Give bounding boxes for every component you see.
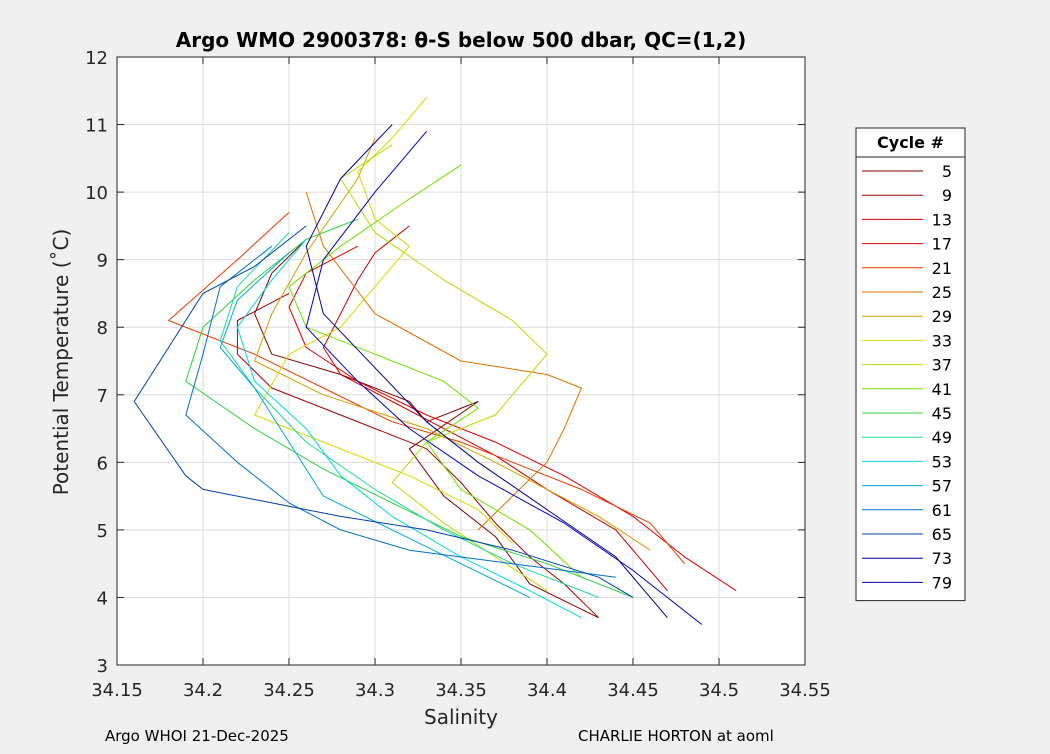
legend-label-cycle-9: 9 bbox=[942, 186, 952, 205]
x-tick-label: 34.35 bbox=[435, 680, 487, 701]
series-line-cycle-53 bbox=[236, 239, 582, 619]
series-line-cycle-29 bbox=[254, 137, 651, 551]
legend-label-cycle-45: 45 bbox=[932, 404, 952, 423]
legend-label-cycle-61: 61 bbox=[932, 501, 952, 520]
y-tick-label: 8 bbox=[97, 318, 108, 339]
series-line-cycle-79 bbox=[305, 130, 703, 625]
x-tick-label: 34.2 bbox=[183, 680, 223, 701]
series-line-cycle-73 bbox=[305, 124, 668, 619]
legend-label-cycle-13: 13 bbox=[932, 210, 952, 229]
x-axis-label: Salinity bbox=[424, 705, 498, 729]
legend-label-cycle-65: 65 bbox=[932, 525, 952, 544]
series-layer bbox=[133, 97, 737, 625]
y-tick-label: 10 bbox=[85, 183, 108, 204]
y-tick-label: 3 bbox=[97, 656, 108, 677]
series-line-cycle-13 bbox=[322, 225, 668, 592]
series-line-cycle-37 bbox=[340, 144, 548, 592]
legend-label-cycle-25: 25 bbox=[932, 283, 952, 302]
series-line-cycle-9 bbox=[236, 292, 599, 619]
legend-label-cycle-57: 57 bbox=[932, 477, 952, 496]
x-tick-label: 34.15 bbox=[91, 680, 143, 701]
legend-label-cycle-17: 17 bbox=[932, 235, 952, 254]
series-line-cycle-65 bbox=[133, 225, 634, 598]
x-tick-label: 34.55 bbox=[779, 680, 831, 701]
y-tick-label: 4 bbox=[97, 588, 108, 609]
y-tick-label: 12 bbox=[85, 48, 108, 69]
legend-label-cycle-37: 37 bbox=[932, 356, 952, 375]
legend-label-cycle-53: 53 bbox=[932, 452, 952, 471]
x-tick-label: 34.45 bbox=[607, 680, 659, 701]
legend-label-cycle-5: 5 bbox=[942, 162, 952, 181]
y-tick-label: 9 bbox=[97, 251, 108, 272]
legend-label-cycle-21: 21 bbox=[932, 259, 952, 278]
y-axis-label: Potential Temperature (˚C) bbox=[49, 229, 73, 496]
legend-label-cycle-33: 33 bbox=[932, 331, 952, 350]
footer-credit: CHARLIE HORTON at aoml bbox=[578, 727, 774, 745]
x-tick-label: 34.4 bbox=[527, 680, 567, 701]
series-line-cycle-25 bbox=[305, 191, 582, 531]
x-tick-label: 34.3 bbox=[355, 680, 395, 701]
x-tick-label: 34.25 bbox=[263, 680, 315, 701]
x-tick-label: 34.5 bbox=[699, 680, 739, 701]
series-line-cycle-33 bbox=[254, 97, 513, 544]
legend-label-cycle-49: 49 bbox=[932, 428, 952, 447]
footer-source: Argo WHOI 21-Dec-2025 bbox=[105, 727, 289, 745]
legend-label-cycle-41: 41 bbox=[932, 380, 952, 399]
legend: Cycle # 5 9 13 17 21 25 29 33 37 41 45 49 53 57 61 65 73… bbox=[855, 127, 966, 602]
legend-label-cycle-73: 73 bbox=[932, 549, 952, 568]
series-line-cycle-45 bbox=[185, 218, 634, 598]
legend-title: Cycle # bbox=[877, 133, 944, 152]
series-line-cycle-49 bbox=[219, 232, 599, 598]
legend-label-cycle-29: 29 bbox=[932, 307, 952, 326]
legend-items: 5 9 13 17 21 25 29 33 37 41 45 49 53 57 61 65 73 79 bbox=[862, 162, 952, 592]
ticks: 34.15 34.2 34.25 34.3 34.35 34.4 34.45 34.5 34.5… bbox=[85, 48, 831, 701]
series-line-cycle-17 bbox=[288, 245, 737, 592]
y-tick-label: 5 bbox=[97, 521, 108, 542]
legend-label-cycle-79: 79 bbox=[932, 573, 952, 592]
y-tick-label: 7 bbox=[97, 386, 108, 407]
y-tick-label: 11 bbox=[85, 116, 108, 137]
y-tick-label: 6 bbox=[97, 453, 108, 474]
series-line-cycle-61 bbox=[185, 245, 616, 578]
chart-title: Argo WMO 2900378: θ-S below 500 dbar, QC… bbox=[176, 28, 746, 52]
series-line-cycle-21 bbox=[168, 212, 685, 565]
series-line-cycle-41 bbox=[288, 164, 582, 578]
series-line-cycle-57 bbox=[219, 252, 531, 598]
